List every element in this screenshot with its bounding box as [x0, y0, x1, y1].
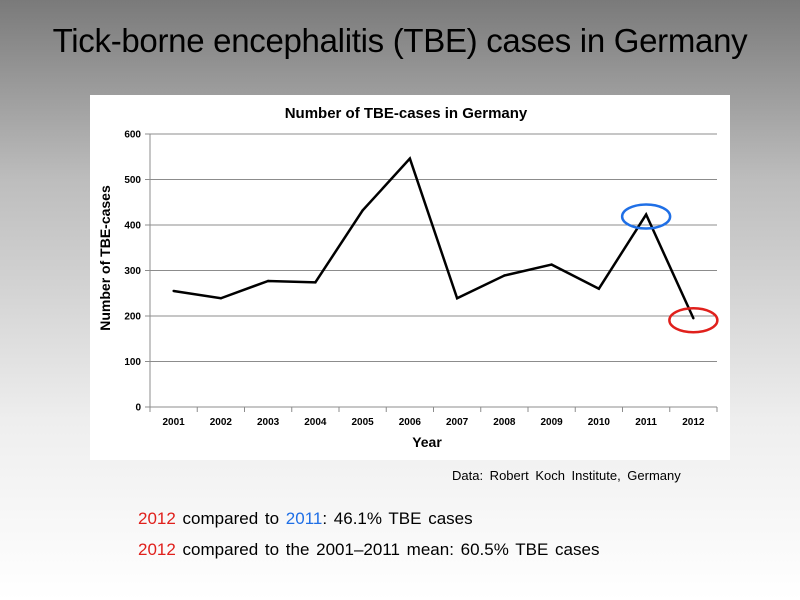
x-tick-label: 2004	[304, 417, 327, 428]
x-tick-label: 2005	[352, 417, 375, 428]
data-point	[550, 263, 553, 266]
data-point	[361, 209, 364, 212]
tbe-cases-line	[173, 156, 695, 319]
comparison-mid-text: compared to	[175, 509, 286, 528]
data-source-note: Data: Robert Koch Institute, Germany	[452, 468, 681, 483]
year-2011-label: 2011	[285, 509, 323, 528]
data-point	[408, 157, 412, 160]
data-point	[503, 274, 506, 277]
data-point	[266, 279, 270, 283]
year-2012-label: 2012	[138, 540, 176, 559]
data-point	[692, 317, 695, 320]
x-axis-label: Year	[412, 434, 442, 450]
y-tick-label: 400	[124, 221, 141, 232]
series-line	[172, 156, 695, 320]
x-tick-label: 2006	[399, 417, 422, 428]
data-point	[314, 281, 317, 284]
x-tick-label: 2007	[446, 417, 469, 428]
y-tick-label: 0	[135, 403, 141, 414]
x-tick-label: 2003	[257, 417, 280, 428]
y-tick-labels: 0 100 200 300 400 500 600	[124, 130, 141, 414]
slide-title: Tick-borne encephalitis (TBE) cases in G…	[52, 22, 748, 59]
chart-title: Number of TBE-cases in Germany	[285, 105, 528, 122]
x-tick-label: 2012	[682, 417, 705, 428]
y-axis-label: Number of TBE-cases	[97, 185, 113, 331]
year-2012-label: 2012	[138, 509, 176, 528]
comparison-result-text: : 46.1% TBE cases	[322, 509, 473, 528]
data-point	[644, 213, 648, 216]
comparison-mean: 2012 compared to the 2001–2011 mean: 60.…	[138, 540, 599, 560]
data-point	[455, 297, 459, 300]
comparison-mean-text: compared to the 2001–2011 mean: 60.5% TB…	[175, 540, 600, 559]
x-tick-label: 2008	[493, 417, 516, 428]
y-tick-label: 200	[124, 312, 141, 323]
axes	[145, 133, 718, 412]
chart-background	[90, 95, 730, 460]
x-tick-label: 2011	[635, 417, 657, 428]
x-tick-label: 2010	[588, 417, 611, 428]
x-tick-labels: 2001 2002 2003 2004 2005 2006 2007 2008 2009 2010…	[163, 417, 705, 428]
comparison-2011: 2012 compared to 2011: 46.1% TBE cases	[138, 509, 473, 529]
x-tick-label: 2001	[163, 417, 186, 428]
x-tick-label: 2002	[210, 417, 233, 428]
highlight-ellipse-2012	[668, 307, 719, 334]
y-tick-label: 300	[124, 266, 141, 277]
x-tick-label: 2009	[541, 417, 564, 428]
highlight-ellipse-2011	[620, 203, 672, 230]
y-tick-label: 600	[124, 130, 141, 141]
data-point	[219, 297, 223, 300]
highlight-ellipses	[620, 203, 719, 334]
data-point	[597, 287, 601, 290]
y-tick-label: 100	[124, 357, 141, 368]
y-tick-label: 500	[124, 175, 141, 186]
data-point	[172, 289, 175, 293]
